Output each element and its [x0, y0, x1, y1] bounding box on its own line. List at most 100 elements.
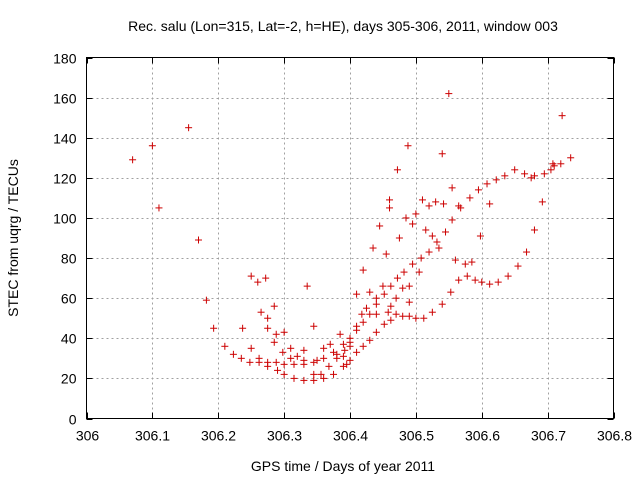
data-point	[395, 234, 403, 242]
y-tick-label: 140	[53, 131, 77, 147]
x-tick-label: 306.4	[333, 428, 368, 444]
data-point	[451, 256, 459, 264]
data-point	[399, 284, 407, 292]
data-point	[557, 160, 565, 168]
data-point	[194, 236, 202, 244]
data-point	[313, 356, 321, 364]
data-point	[393, 166, 401, 174]
data-point	[287, 354, 295, 362]
data-point	[409, 260, 417, 268]
data-point	[387, 316, 395, 324]
data-point	[148, 142, 156, 150]
data-point	[448, 184, 456, 192]
data-point	[422, 226, 430, 234]
data-point	[425, 248, 433, 256]
data-point	[359, 318, 367, 326]
data-point	[440, 200, 448, 208]
x-tick-label: 306.8	[597, 428, 632, 444]
data-point	[310, 322, 318, 330]
data-point	[280, 328, 288, 336]
data-point	[262, 274, 270, 282]
data-point	[428, 232, 436, 240]
data-point	[504, 272, 512, 280]
data-points	[129, 90, 575, 384]
data-point	[310, 376, 318, 384]
data-point	[380, 290, 388, 298]
x-axis-label: GPS time / Days of year 2011	[251, 458, 435, 474]
data-point	[264, 324, 272, 332]
y-tick-labels: 0 20 40 60 80 100 120 140 160 180	[53, 51, 77, 428]
data-point	[445, 90, 453, 98]
data-point	[501, 172, 509, 180]
data-point	[511, 166, 519, 174]
data-point	[492, 176, 500, 184]
x-tick-label: 306.7	[531, 428, 566, 444]
data-point	[387, 282, 395, 290]
data-point	[448, 216, 456, 224]
data-point	[372, 328, 380, 336]
data-point	[353, 348, 361, 356]
data-point	[185, 124, 193, 132]
y-axis-label: STEC from uqrg / TECUs	[5, 159, 21, 317]
data-point	[417, 254, 425, 262]
data-point	[336, 330, 344, 338]
data-point	[293, 352, 301, 360]
data-point	[405, 298, 413, 306]
data-point	[339, 352, 347, 360]
data-point	[463, 272, 471, 280]
data-point	[527, 174, 535, 182]
x-tick-label: 306.6	[465, 428, 500, 444]
data-point	[279, 348, 287, 356]
data-point	[380, 320, 388, 328]
data-point	[428, 308, 436, 316]
data-point	[320, 354, 328, 362]
data-point	[264, 358, 272, 366]
y-tick-label: 100	[53, 211, 77, 227]
data-point	[405, 312, 413, 320]
data-point	[523, 248, 531, 256]
data-point	[538, 198, 546, 206]
x-tick-label: 306.3	[267, 428, 302, 444]
chart-title: Rec. salu (Lon=315, Lat=-2, h=HE), days …	[128, 18, 558, 34]
data-point	[353, 322, 361, 330]
data-point	[483, 180, 491, 188]
data-point	[405, 282, 413, 290]
grid-lines	[86, 57, 614, 419]
data-point	[270, 338, 278, 346]
data-point	[455, 276, 463, 284]
data-point	[369, 244, 377, 252]
data-point	[359, 342, 367, 350]
data-point	[280, 360, 288, 368]
data-point	[247, 344, 255, 352]
data-point	[494, 278, 502, 286]
data-point	[155, 204, 163, 212]
data-point	[287, 344, 295, 352]
data-point	[486, 200, 494, 208]
data-point	[353, 290, 361, 298]
data-point	[442, 228, 450, 236]
data-point	[550, 162, 558, 170]
x-tick-label: 306.5	[399, 428, 434, 444]
data-point	[425, 202, 433, 210]
data-point	[400, 268, 408, 276]
y-tick-label: 20	[61, 371, 77, 387]
data-point	[412, 314, 420, 322]
data-point	[330, 370, 338, 378]
data-point	[471, 276, 479, 284]
data-point	[272, 330, 280, 338]
data-point	[359, 266, 367, 274]
data-point	[366, 336, 374, 344]
data-point	[290, 374, 298, 382]
data-point	[372, 300, 380, 308]
data-point	[438, 300, 446, 308]
data-point	[376, 222, 384, 230]
y-tick-label: 80	[61, 251, 77, 267]
data-point	[210, 324, 218, 332]
data-point	[382, 250, 390, 258]
data-point	[257, 308, 265, 316]
data-point	[366, 310, 374, 318]
data-point	[372, 294, 380, 302]
data-point	[129, 156, 137, 164]
data-point	[558, 112, 566, 120]
